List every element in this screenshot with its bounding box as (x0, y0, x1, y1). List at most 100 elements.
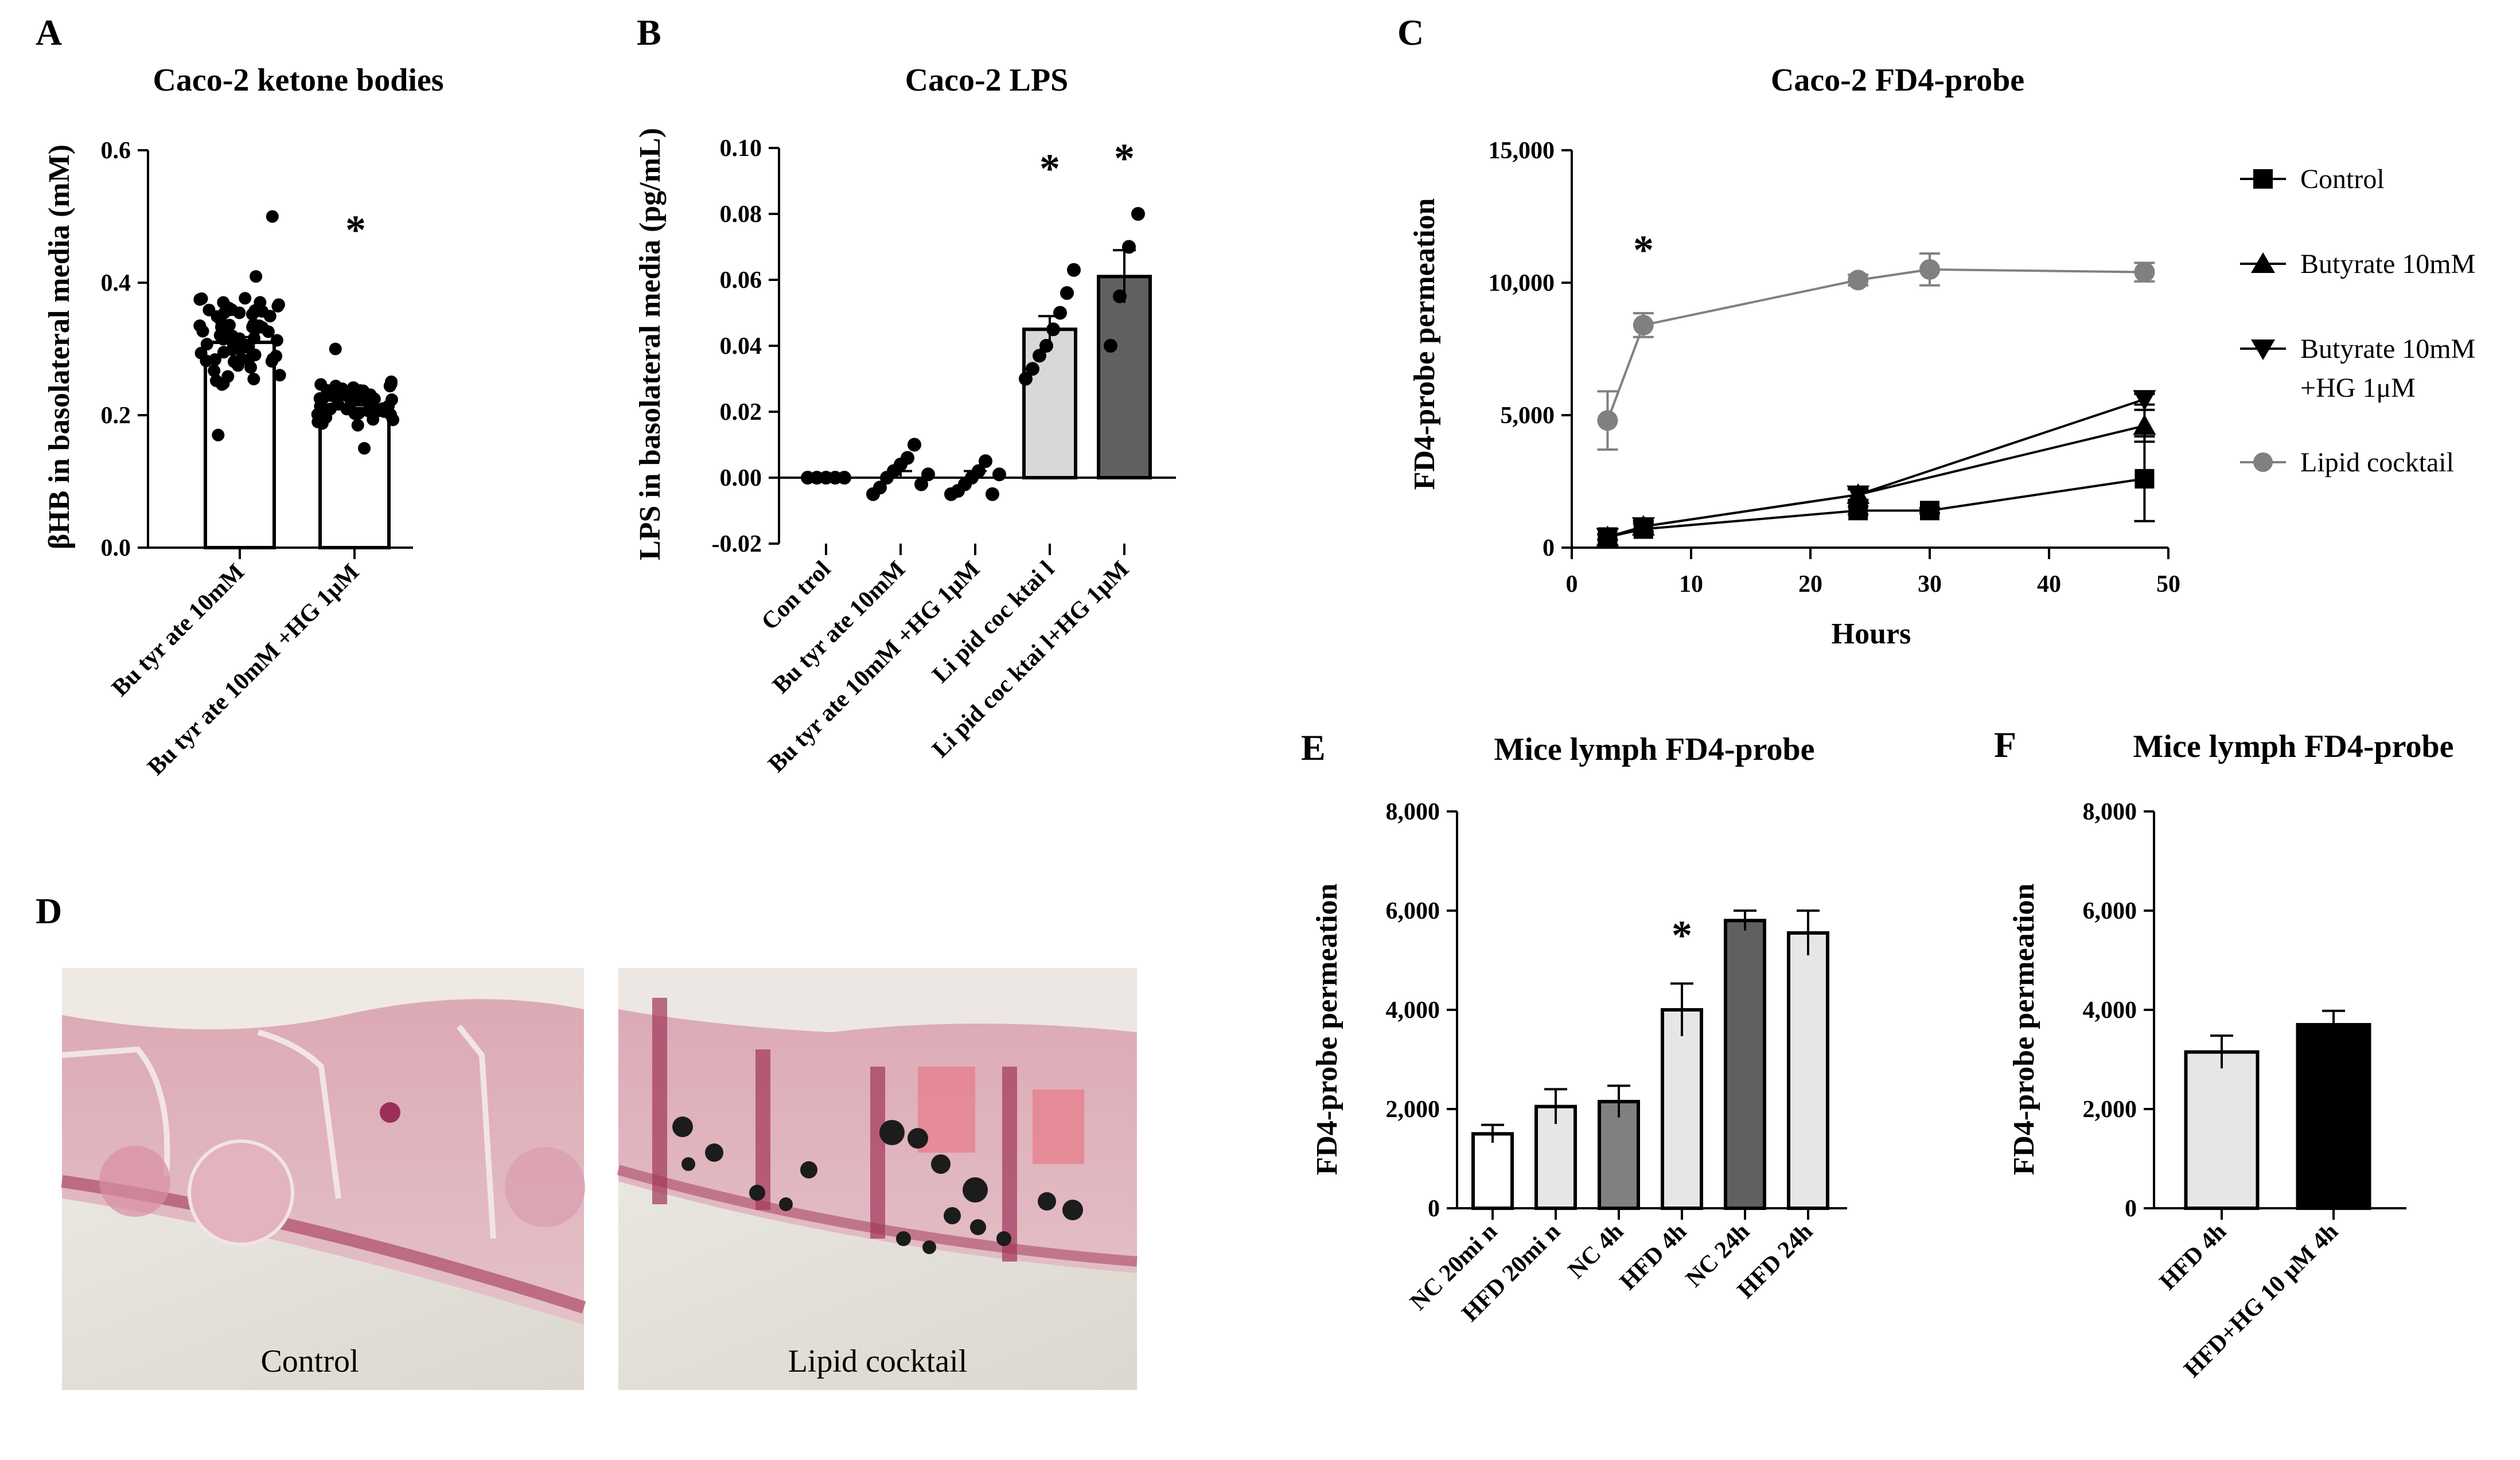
x-ticks (825, 544, 1125, 555)
data-point (384, 377, 398, 391)
data-point (226, 330, 239, 343)
y-tick-label: 4,000 (2083, 997, 2137, 1024)
x-tick-label: Bu tyr ate 10mM (768, 556, 910, 699)
x-tick-label: HFD 4h (1615, 1219, 1692, 1295)
x-tick-label: 40 (2037, 571, 2061, 598)
data-point (1104, 339, 1117, 353)
data-point (1131, 207, 1145, 221)
y-tick-label: 5,000 (1501, 403, 1555, 429)
data-point (351, 419, 364, 432)
y-tick-label: -0.02 (712, 531, 762, 557)
data-point (358, 442, 371, 455)
data-point (907, 438, 921, 452)
series-line (1606, 268, 2145, 421)
bar (1471, 1132, 1514, 1210)
panel-letter: D (36, 891, 62, 931)
y-tick-label: 8,000 (2083, 799, 2137, 825)
square-marker (2253, 169, 2273, 189)
data-point (1122, 240, 1136, 254)
data-point (254, 296, 267, 309)
micrograph-control: Control (61, 968, 586, 1390)
y-tick-label: 0.00 (720, 465, 762, 491)
data-point (193, 293, 207, 306)
data-point (1067, 263, 1081, 277)
data-point (329, 342, 342, 356)
y-tick-label: 0 (2125, 1196, 2137, 1222)
data-point (1631, 517, 1655, 538)
y-axis: 0 2,000 4,000 6,000 8,000 (2083, 799, 2155, 1222)
x-axis (1457, 1207, 1847, 1220)
bar-marks (1471, 909, 1829, 1211)
data-point (273, 369, 286, 382)
chart-title: Mice lymph FD4-probe (1494, 732, 1815, 767)
legend-item-control: Control (2240, 164, 2385, 194)
y-tick-label: 2,000 (2083, 1096, 2137, 1123)
significance-star: * (345, 207, 366, 253)
data-point (242, 340, 255, 353)
y-tick-label: 0.02 (720, 399, 762, 425)
chart-title: Mice lymph FD4-probe (2133, 729, 2454, 764)
lipid-droplets (672, 1117, 1083, 1254)
data-point (873, 481, 887, 495)
x-tick-label: Bu tyr ate 10mM +HG 1μM (142, 559, 364, 781)
bar (1097, 275, 1152, 479)
data-point (208, 364, 221, 377)
data-point (266, 210, 279, 223)
bar (1022, 327, 1077, 479)
data-point (1026, 362, 1039, 376)
y-axis-label: βHB in basolateral media (mM) (43, 145, 76, 549)
data-point (313, 411, 326, 424)
y-tick-label: 6,000 (2083, 898, 2137, 924)
bar (1724, 919, 1766, 1211)
y-tick-label: 10,000 (1489, 270, 1555, 296)
data-point (250, 270, 263, 283)
data-point (914, 477, 928, 491)
legend-label: Butyrate 10mM (2300, 334, 2475, 364)
x-axis (2154, 1207, 2406, 1220)
y-tick-label: 0.6 (101, 138, 131, 164)
data-point (194, 346, 208, 360)
data-point (2133, 390, 2156, 411)
data-point (992, 467, 1006, 482)
data-point (1919, 259, 1940, 280)
micrograph-label: Lipid cocktail (788, 1344, 968, 1379)
data-point (979, 454, 992, 469)
y-tick-label: 0.0 (101, 535, 131, 561)
x-tick-label: 10 (1679, 571, 1703, 598)
chart-title: Caco-2 LPS (905, 63, 1069, 98)
y-tick-label: 8,000 (1386, 799, 1440, 825)
panel-c: C Caco-2 FD4-probe FD4-probe permeation … (1397, 12, 2475, 650)
y-axis: 0.0 0.2 0.4 0.6 (101, 138, 149, 561)
bar (1787, 931, 1829, 1211)
panel-e: E Mice lymph FD4-probe FD4-probe permeat… (1301, 727, 1847, 1327)
y-axis-label: FD4-probe permeation (1408, 198, 1441, 490)
data-point (2134, 261, 2155, 283)
legend-label: Lipid cocktail (2300, 447, 2454, 478)
data-point (1060, 286, 1074, 300)
micrograph-lipid-cocktail: Lipid cocktail (617, 968, 1138, 1390)
significance-star: * (1114, 135, 1135, 181)
bar (1661, 1008, 1703, 1210)
y-tick-label: 6,000 (1386, 898, 1440, 924)
data-point (1597, 410, 1618, 431)
data-point (272, 298, 285, 311)
significance-star: * (1039, 146, 1060, 192)
legend-label: +HG 1μM (2300, 373, 2416, 403)
bar (1598, 1100, 1640, 1211)
data-point (239, 292, 252, 305)
y-tick-label: 0 (1428, 1196, 1440, 1222)
bar-marks (193, 210, 400, 550)
data-point (2133, 414, 2156, 435)
data-point (1033, 349, 1046, 363)
panel-letter: E (1301, 727, 1326, 768)
data-point (225, 303, 238, 317)
data-point (200, 338, 213, 351)
data-point (365, 403, 378, 416)
bar (2184, 1050, 2260, 1211)
y-tick-label: 4,000 (1386, 997, 1440, 1024)
data-point (216, 378, 229, 391)
x-tick-label: 20 (1798, 571, 1822, 598)
legend-item-butyrate: Butyrate 10mM (2240, 249, 2475, 279)
y-axis: -0.02 0.00 0.02 0.04 0.06 0.08 0.10 (712, 135, 780, 557)
